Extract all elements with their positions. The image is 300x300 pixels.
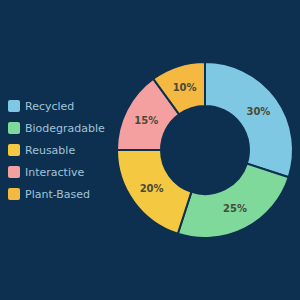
slices (117, 62, 293, 238)
legend-swatch (8, 188, 20, 200)
legend-swatch (8, 122, 20, 134)
slice (178, 164, 289, 238)
slice (153, 62, 205, 114)
legend-swatch (8, 100, 20, 112)
legend-label: Interactive (25, 166, 84, 179)
legend-label: Recycled (25, 100, 74, 113)
legend-label: Biodegradable (25, 122, 105, 135)
background (0, 0, 300, 300)
data-labels: 30% 25% 20% 15% 10% (134, 82, 270, 215)
legend-label: Plant-Based (25, 188, 90, 201)
legend: Recycled Biodegradable Reusable Interactive… (8, 100, 105, 201)
legend-label: Reusable (25, 144, 75, 157)
legend-swatch (8, 166, 20, 178)
legend-swatch (8, 144, 20, 156)
data-label: 20% (140, 183, 164, 194)
data-label: 25% (223, 203, 247, 214)
chart: 30% 25% 20% 15% 10% Recycled Biodegradable Reus… (0, 0, 300, 300)
slice (205, 62, 293, 177)
data-label: 30% (246, 106, 270, 117)
slice (117, 150, 191, 234)
data-label: 15% (134, 115, 158, 126)
data-label: 10% (173, 82, 197, 93)
